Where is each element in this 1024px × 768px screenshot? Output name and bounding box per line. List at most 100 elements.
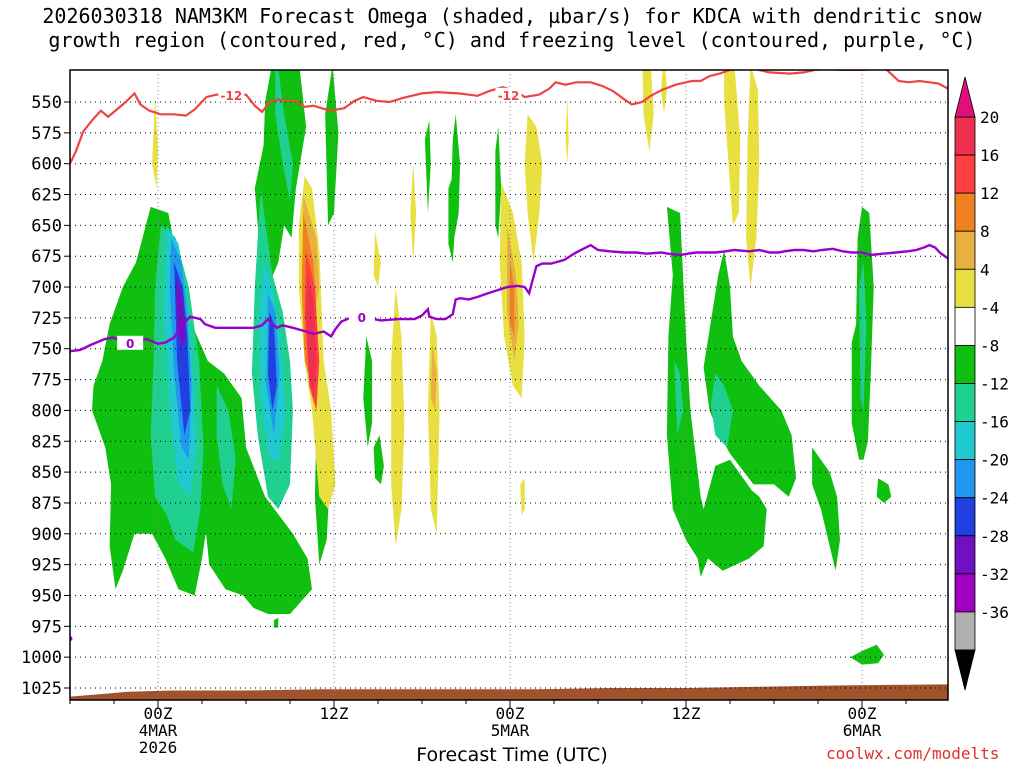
plot-frame: [69, 69, 949, 701]
colorbar-swatch-9: [954, 459, 976, 499]
colorbar-label-6: -8: [980, 336, 999, 355]
colorbar-label-5: -4: [980, 298, 999, 317]
omega-region-48: [430, 342, 437, 411]
colorbar-swatch-7: [954, 383, 976, 422]
colorbar-label-10: -24: [980, 489, 1009, 508]
omega-region-33: [152, 95, 158, 189]
y-tick-label-875: 875: [31, 494, 62, 514]
y-tick-label-950: 950: [31, 586, 62, 606]
colorbar-swatch-3: [954, 230, 976, 270]
omega-region-20: [275, 70, 293, 201]
freezing-label-2: 0: [358, 311, 366, 325]
title-line-2: growth region (contoured, red, °C) and f…: [48, 28, 976, 52]
omega-region-52: [306, 274, 317, 399]
omega-region-42: [642, 70, 654, 152]
omega-region-40: [520, 478, 525, 516]
x-tick-label-0-0: 00Z: [144, 704, 173, 723]
omega-region-45: [746, 70, 760, 288]
omega-region-14: [876, 478, 892, 503]
y-tick-label-625: 625: [31, 186, 62, 206]
dgz-label-1-bg: [218, 87, 245, 102]
omega-region-2: [254, 70, 307, 288]
dgz-minus12-contour: [70, 70, 948, 165]
colorbar-label-1: 16: [980, 146, 999, 165]
y-tick-label-600: 600: [31, 155, 62, 175]
x-tick-label-4-0: 00Z: [848, 704, 877, 723]
y-tick-label-750: 750: [31, 340, 62, 360]
omega-region-44: [724, 70, 741, 226]
omega-region-30: [268, 311, 277, 411]
colorbar-swatch-5: [954, 306, 976, 346]
omega-region-34: [373, 231, 381, 288]
x-axis-title: Forecast Time (UTC): [416, 744, 608, 766]
y-tick-label-800: 800: [31, 401, 62, 421]
omega-region-7: [424, 120, 431, 213]
omega-shading: [92, 70, 892, 665]
y-axis: 550 575 600 625 650 675 700 725 750 775 800 825 850 8…: [21, 93, 70, 699]
colorbar-swatch-1: [954, 154, 976, 194]
colorbar-swatch-13: [954, 611, 976, 651]
omega-region-10: [666, 206, 767, 577]
colorbar-label-13: -36: [980, 603, 1009, 622]
colorbar-swatch-10: [954, 497, 976, 537]
omega-region-31: [175, 274, 186, 349]
omega-region-23: [710, 373, 733, 448]
colorbar-label-12: -32: [980, 565, 1009, 584]
y-tick-label-900: 900: [31, 525, 62, 545]
y-tick-label-975: 975: [31, 617, 62, 637]
colorbar-swatch-11: [954, 535, 976, 575]
freezing-label-1-bg: [117, 335, 144, 350]
omega-region-1: [203, 361, 312, 614]
y-tick-label-1025: 1025: [21, 679, 62, 699]
colorbar-label-3: 8: [980, 222, 990, 241]
colorbar-label-7: -12: [980, 375, 1009, 394]
gridlines: [70, 70, 948, 700]
colorbar-swatch-12: [954, 573, 976, 613]
y-tick-label-700: 700: [31, 278, 62, 298]
y-tick-label-725: 725: [31, 309, 62, 329]
y-tick-label-850: 850: [31, 463, 62, 483]
omega-region-5: [363, 336, 373, 448]
colorbar-swatch-0: [954, 116, 976, 156]
y-tick-label-550: 550: [31, 93, 62, 113]
x-tick-label-0-1: 4MAR: [139, 721, 178, 740]
x-tick-label-1-0: 12Z: [320, 704, 349, 723]
colorbar-label-0: 20: [980, 108, 999, 127]
omega-region-35: [391, 287, 405, 547]
y-tick-label-925: 925: [31, 556, 62, 576]
y-tick-label-775: 775: [31, 371, 62, 391]
freezing-label-2-bg: [348, 309, 375, 324]
y-tick-label-575: 575: [31, 124, 62, 144]
dgz-label-2-bg: [495, 87, 522, 102]
colorbar-label-8: -16: [980, 413, 1009, 432]
omega-region-24: [859, 262, 867, 411]
x-tick-label-4-1: 6MAR: [843, 721, 882, 740]
colorbar-label-9: -20: [980, 451, 1009, 470]
dgz-label-1: -12: [220, 89, 242, 103]
omega-region-50: [510, 262, 515, 337]
x-tick-label-0-2: 2026: [139, 738, 178, 757]
dgz-label-2: -12: [498, 89, 520, 103]
omega-region-43: [661, 70, 667, 115]
omega-region-8: [448, 176, 456, 263]
colorbar-swatch-2: [954, 192, 976, 232]
omega-region-12: [812, 447, 840, 571]
colorbar-label-2: 12: [980, 184, 999, 203]
omega-region-15: [850, 644, 884, 665]
omega-region-41: [565, 95, 569, 164]
omega-region-9: [495, 126, 502, 238]
x-tick-label-2-0: 00Z: [496, 704, 525, 723]
credit-link[interactable]: coolwx.com/modelts: [826, 744, 1000, 763]
colorbar-swatch-4: [954, 268, 976, 308]
omega-region-39: [524, 114, 543, 263]
terrain-fill: [70, 684, 948, 700]
omega-region-16: [373, 435, 384, 485]
colorbar-top-arrow: [954, 76, 976, 118]
x-tick-label-2-1: 5MAR: [491, 721, 530, 740]
omega-region-36: [410, 163, 417, 263]
colorbar-label-4: 4: [980, 260, 990, 279]
y-tick-label-675: 675: [31, 247, 62, 267]
colorbar-label-11: -28: [980, 527, 1009, 546]
colorbar: 20 16 12 8 4 -4 -8 -12 -16 -20 -24 -28 -32 -36: [954, 76, 1009, 691]
